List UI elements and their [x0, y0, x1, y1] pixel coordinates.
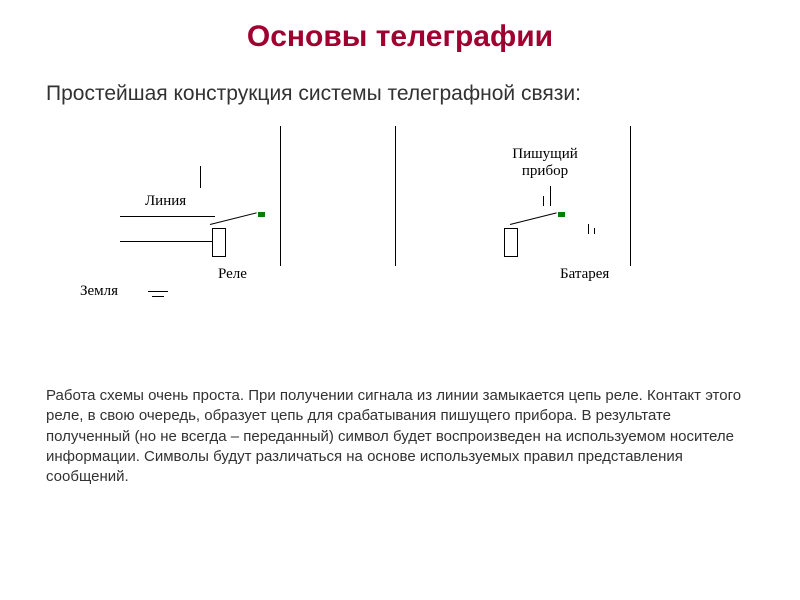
diagram-line	[120, 216, 215, 217]
body-paragraph: Работа схемы очень проста. При получении…	[46, 386, 754, 487]
diagram-line	[152, 296, 164, 297]
label-line: Линия	[145, 193, 186, 210]
diagram-line	[594, 228, 595, 234]
diagram-line	[630, 126, 631, 266]
label-battery: Батарея	[560, 266, 609, 283]
contact-dot	[258, 212, 265, 217]
telegraph-diagram: Линия Реле Земля Пишущий прибор Батарея	[50, 126, 750, 346]
diagram-line	[550, 186, 551, 206]
label-ground: Земля	[80, 283, 118, 300]
diagram-line	[148, 291, 168, 292]
diagram-line	[395, 126, 396, 266]
slide-title: Основы телеграфии	[0, 20, 800, 54]
label-relay: Реле	[218, 266, 247, 283]
diagram-line	[280, 126, 281, 266]
label-recorder: Пишущий прибор	[500, 146, 590, 179]
diagram-line	[210, 212, 257, 225]
recorder-box	[504, 228, 518, 257]
diagram-line	[120, 241, 215, 242]
diagram-line	[200, 166, 201, 188]
contact-dot	[558, 212, 565, 217]
diagram-line	[588, 224, 589, 234]
diagram-line	[543, 196, 544, 206]
relay-box	[212, 228, 226, 257]
slide-subtitle: Простейшая конструкция системы телеграфн…	[46, 82, 800, 106]
diagram-line	[510, 212, 557, 225]
